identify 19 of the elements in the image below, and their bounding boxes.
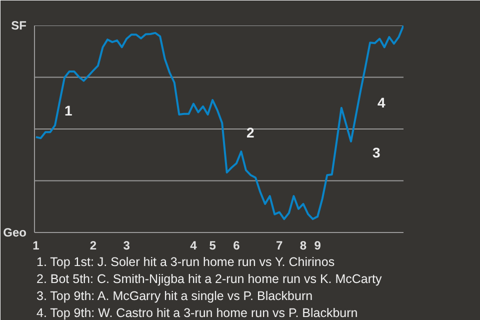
x-tick-label: 7 <box>276 238 284 252</box>
x-tick-label: 3 <box>123 238 130 252</box>
x-tick-label: 8 <box>300 238 307 252</box>
x-tick-label: 1 <box>32 238 40 252</box>
annotation: 1 <box>64 102 72 118</box>
annotation: 3 <box>372 144 380 160</box>
text: Geo <box>3 226 27 240</box>
text: 4. Top 9th: W. Castro hit a 3-run home run vs P. Blackburn <box>36 306 358 320</box>
text: 3. Top 9th: A. McGarry hit a single vs P. Blackburn <box>36 289 313 303</box>
x-tick-label: 2 <box>90 238 97 252</box>
x-tick-label: 5 <box>209 238 216 252</box>
text: 1. Top 1st: J. Soler hit a 3-run home run vs Y. Chirinos <box>36 255 335 269</box>
annotation: 4 <box>378 94 386 110</box>
text: SF <box>11 18 27 32</box>
x-tick-label: 9 <box>314 238 322 252</box>
x-tick-label: 6 <box>233 238 240 252</box>
annotation: 2 <box>246 124 254 140</box>
x-tick-label: 4 <box>190 238 198 252</box>
text: 2. Bot 5th: C. Smith-Njigba hit a 2-run home run vs K. McCarty <box>36 272 383 286</box>
